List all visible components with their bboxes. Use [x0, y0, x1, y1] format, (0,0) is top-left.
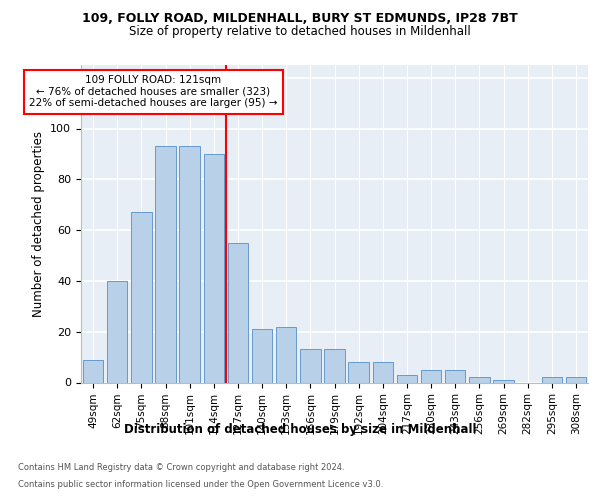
Text: Distribution of detached houses by size in Mildenhall: Distribution of detached houses by size …	[124, 422, 476, 436]
Bar	[373, 362, 393, 382]
Bar	[566, 378, 586, 382]
Bar	[131, 212, 152, 382]
Text: Contains HM Land Registry data © Crown copyright and database right 2024.: Contains HM Land Registry data © Crown c…	[18, 464, 344, 472]
Bar	[227, 243, 248, 382]
Bar	[203, 154, 224, 382]
Bar	[179, 146, 200, 382]
Text: 109, FOLLY ROAD, MILDENHALL, BURY ST EDMUNDS, IP28 7BT: 109, FOLLY ROAD, MILDENHALL, BURY ST EDM…	[82, 12, 518, 26]
Bar	[300, 350, 320, 382]
Bar	[445, 370, 466, 382]
Bar	[324, 350, 345, 382]
Bar	[276, 326, 296, 382]
Text: Size of property relative to detached houses in Mildenhall: Size of property relative to detached ho…	[129, 25, 471, 38]
Text: 109 FOLLY ROAD: 121sqm
← 76% of detached houses are smaller (323)
22% of semi-de: 109 FOLLY ROAD: 121sqm ← 76% of detached…	[29, 75, 278, 108]
Y-axis label: Number of detached properties: Number of detached properties	[32, 130, 44, 317]
Bar	[493, 380, 514, 382]
Bar	[397, 375, 417, 382]
Bar	[542, 378, 562, 382]
Text: Contains public sector information licensed under the Open Government Licence v3: Contains public sector information licen…	[18, 480, 383, 489]
Bar	[252, 329, 272, 382]
Bar	[107, 281, 127, 382]
Bar	[83, 360, 103, 382]
Bar	[469, 378, 490, 382]
Bar	[421, 370, 442, 382]
Bar	[155, 146, 176, 382]
Bar	[349, 362, 369, 382]
